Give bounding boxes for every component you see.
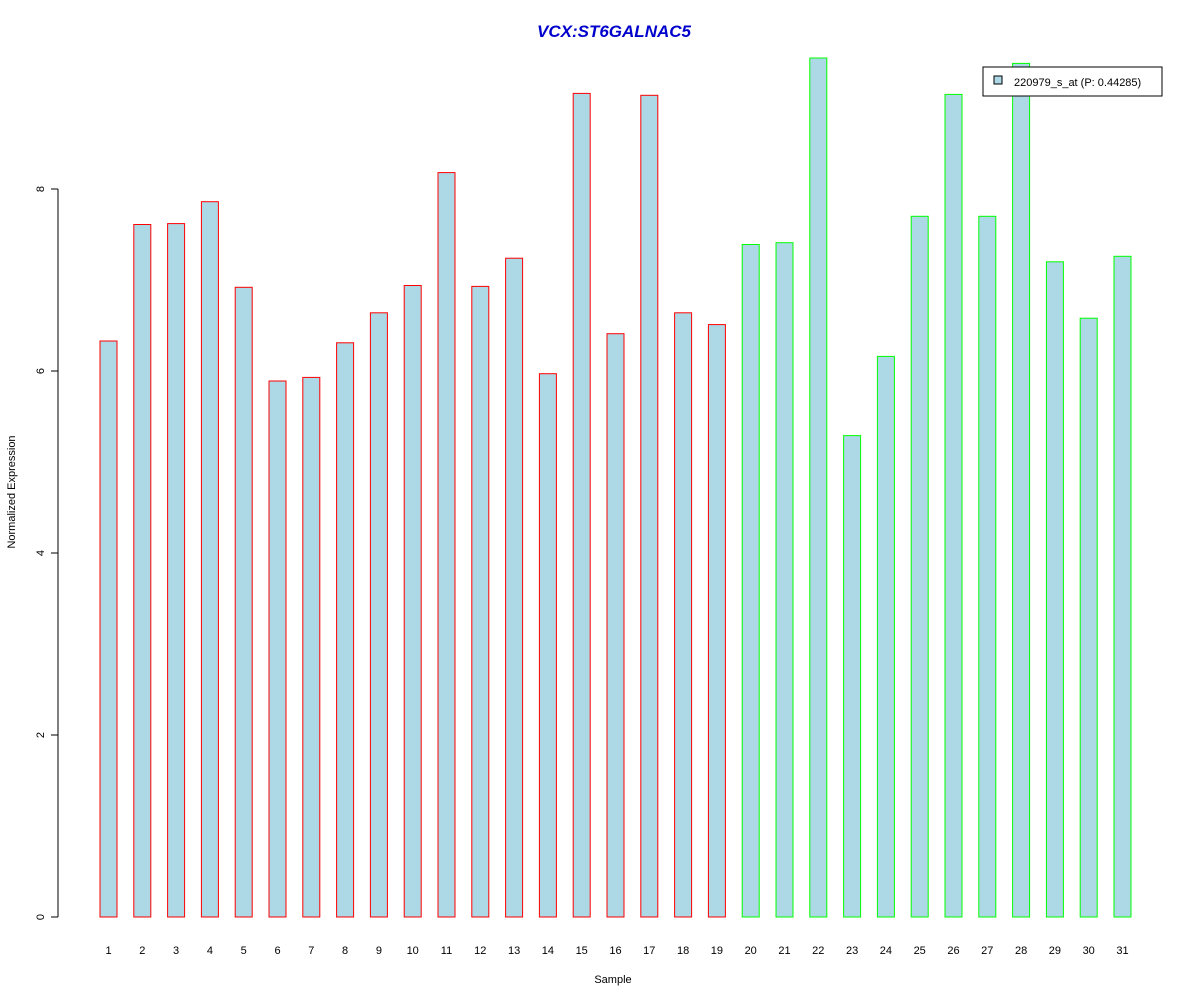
y-axis-label: Normalized Expression xyxy=(6,435,18,548)
x-tick-label: 27 xyxy=(981,945,993,957)
bar-sample-28 xyxy=(1012,62,1031,918)
bar-sample-13 xyxy=(505,257,524,918)
bar-sample-6 xyxy=(268,380,287,918)
x-tick-label: 2 xyxy=(139,945,145,957)
bar-sample-4 xyxy=(200,201,219,918)
bar-sample-12 xyxy=(471,285,490,918)
bar-sample-14 xyxy=(538,373,557,918)
x-tick-label: 14 xyxy=(542,945,554,957)
x-tick-label: 11 xyxy=(441,945,452,957)
bar-sample-10 xyxy=(403,285,422,918)
legend-label: 220979_s_at (P: 0.44285) xyxy=(1014,77,1141,89)
x-axis: 1 2 3 4 5 6 7 8 9 10 11 12 13 14 15 16 17 18 19 20 21 22 23 24 2… xyxy=(105,945,1128,957)
x-tick-label: 12 xyxy=(474,945,486,957)
x-tick-label: 4 xyxy=(207,945,213,957)
bar-sample-27 xyxy=(978,215,997,918)
x-tick-label: 30 xyxy=(1083,945,1095,957)
bar-sample-2 xyxy=(133,224,152,918)
bar-sample-18 xyxy=(674,312,693,918)
bar-sample-19 xyxy=(707,324,726,918)
x-tick-label: 28 xyxy=(1015,945,1027,957)
chart-title: VCX:ST6GALNAC5 xyxy=(537,22,692,41)
legend: 220979_s_at (P: 0.44285) xyxy=(982,66,1163,97)
bar-sample-30 xyxy=(1079,317,1098,918)
y-axis: 0 2 4 6 8 xyxy=(35,186,59,920)
bar-sample-11 xyxy=(437,172,456,918)
legend-swatch xyxy=(993,75,1003,85)
x-tick-label: 3 xyxy=(173,945,179,957)
x-tick-label: 6 xyxy=(274,945,280,957)
x-tick-label: 16 xyxy=(609,945,621,957)
bar-sample-16 xyxy=(606,333,625,918)
bar-sample-5 xyxy=(234,286,253,918)
x-tick-label: 20 xyxy=(745,945,757,957)
bar-sample-17 xyxy=(640,94,659,918)
bar-sample-8 xyxy=(336,342,355,918)
bar-sample-9 xyxy=(369,312,388,918)
x-tick-label: 9 xyxy=(376,945,382,957)
bar-sample-21 xyxy=(775,242,794,918)
x-tick-label: 8 xyxy=(342,945,348,957)
y-tick-label: 2 xyxy=(35,732,47,738)
bar-sample-25 xyxy=(910,215,929,918)
x-tick-label: 19 xyxy=(711,945,723,957)
x-tick-label: 15 xyxy=(576,945,588,957)
x-tick-label: 29 xyxy=(1049,945,1061,957)
x-tick-label: 1 xyxy=(105,945,111,957)
x-tick-label: 18 xyxy=(677,945,689,957)
y-tick-label: 6 xyxy=(35,368,47,374)
x-axis-label: Sample xyxy=(594,974,631,986)
bars-group xyxy=(99,57,1132,918)
x-tick-label: 22 xyxy=(812,945,824,957)
bar-sample-7 xyxy=(302,376,321,918)
bar-sample-15 xyxy=(572,92,591,918)
bar-sample-22 xyxy=(809,57,828,918)
bar-sample-20 xyxy=(741,244,760,918)
bar-sample-24 xyxy=(876,355,895,918)
x-tick-label: 13 xyxy=(508,945,520,957)
x-tick-label: 10 xyxy=(407,945,419,957)
y-tick-label: 4 xyxy=(35,550,47,556)
bar-sample-31 xyxy=(1113,255,1132,918)
x-tick-label: 25 xyxy=(914,945,926,957)
x-tick-label: 7 xyxy=(308,945,314,957)
x-tick-label: 24 xyxy=(880,945,892,957)
x-tick-label: 23 xyxy=(846,945,858,957)
x-tick-label: 5 xyxy=(241,945,247,957)
y-tick-label: 0 xyxy=(35,914,47,920)
legend-box xyxy=(982,66,1163,97)
y-tick-label: 8 xyxy=(35,186,47,192)
bar-sample-26 xyxy=(944,93,963,918)
x-tick-label: 21 xyxy=(778,945,790,957)
bar-sample-29 xyxy=(1045,261,1064,918)
x-tick-label: 17 xyxy=(643,945,655,957)
bar-sample-23 xyxy=(843,435,862,918)
x-tick-label: 26 xyxy=(947,945,959,957)
bar-sample-3 xyxy=(167,223,186,918)
bar-sample-1 xyxy=(99,340,118,918)
x-tick-label: 31 xyxy=(1116,945,1128,957)
